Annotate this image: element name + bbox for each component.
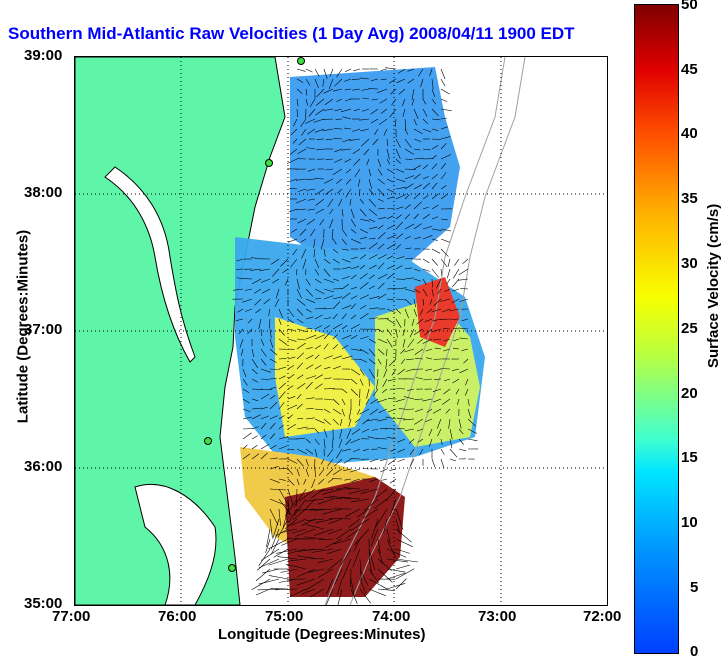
cbar-tick-15: 15 — [681, 449, 698, 466]
velocity-vector — [450, 449, 457, 457]
colorbar-label: Surface Velocity (cm/s) — [705, 204, 722, 368]
velocity-vector — [459, 449, 466, 451]
velocity-vector — [398, 459, 406, 462]
velocity-vector — [257, 559, 270, 570]
velocity-vector — [441, 79, 445, 86]
map-area[interactable] — [74, 56, 608, 606]
cbar-tick-35: 35 — [681, 190, 698, 207]
velocity-vector — [252, 445, 257, 449]
velocity-vector — [423, 259, 429, 263]
velocity-vector — [252, 436, 258, 439]
cbar-tick-45: 45 — [681, 61, 698, 78]
velocity-vector — [363, 469, 369, 470]
velocity-vector — [396, 579, 407, 590]
velocity-vector — [441, 239, 450, 242]
cbar-tick-5: 5 — [690, 579, 698, 596]
velocity-vector — [306, 69, 313, 72]
velocity-vector — [345, 69, 351, 72]
cbar-tick-30: 30 — [681, 255, 698, 272]
xtick-75: 75:00 — [265, 608, 303, 625]
velocity-vector — [441, 89, 450, 94]
velocity-vector — [269, 575, 288, 579]
station-marker — [205, 438, 212, 445]
velocity-vector — [261, 444, 269, 449]
velocity-vector — [389, 469, 396, 471]
xtick-76: 76:00 — [158, 608, 196, 625]
station-marker — [229, 565, 236, 572]
velocity-vector — [432, 249, 440, 253]
velocity-vector — [463, 259, 469, 264]
x-axis-label: Longitude (Degrees:Minutes) — [218, 626, 426, 643]
map-title: Southern Mid-Atlantic Raw Velocities (1 … — [8, 24, 575, 44]
colorbar — [634, 4, 679, 654]
velocity-vector — [396, 565, 410, 569]
velocity-vector — [388, 459, 396, 465]
velocity-vector — [447, 269, 450, 278]
cbar-tick-0: 0 — [690, 643, 698, 660]
y-axis-label: Latitude (Degrees:Minutes) — [15, 192, 32, 462]
velocity-vector — [259, 549, 270, 566]
velocity-vector — [261, 549, 279, 561]
velocity-vector — [390, 479, 396, 483]
velocity-vector — [381, 479, 387, 481]
xtick-77: 77:00 — [52, 608, 90, 625]
velocity-vector — [387, 583, 405, 589]
ytick-39: 39:00 — [24, 47, 62, 64]
velocity-vector — [353, 69, 360, 71]
velocity-vector — [243, 429, 253, 430]
xtick-74: 74:00 — [372, 608, 410, 625]
velocity-vector — [452, 279, 459, 287]
velocity-vector — [396, 569, 414, 579]
velocity-vector — [297, 69, 306, 71]
velocity-vector — [447, 279, 450, 284]
velocity-vector — [450, 459, 456, 461]
velocity-vector — [262, 569, 279, 573]
xtick-73: 73:00 — [478, 608, 516, 625]
cbar-tick-20: 20 — [681, 385, 698, 402]
velocity-vector — [387, 569, 406, 572]
station-marker — [266, 160, 273, 167]
velocity-vector — [453, 269, 459, 278]
velocity-vector — [378, 589, 395, 591]
velocity-vector — [468, 439, 477, 441]
velocity-vector — [454, 259, 459, 266]
xtick-72: 72:00 — [583, 608, 621, 625]
velocity-vector — [381, 69, 387, 70]
cbar-tick-10: 10 — [681, 514, 698, 531]
velocity-vector — [256, 569, 270, 581]
velocity-vector — [270, 588, 288, 589]
velocity-vector — [441, 269, 442, 276]
station-marker — [298, 58, 305, 65]
cbar-tick-40: 40 — [681, 125, 698, 142]
velocity-vector — [459, 269, 468, 275]
velocity-vector — [448, 259, 450, 267]
velocity-vector — [441, 449, 444, 455]
velocity-map — [75, 57, 607, 605]
velocity-vector — [441, 69, 445, 79]
velocity-vector — [460, 288, 468, 289]
velocity-vector — [441, 459, 444, 468]
velocity-vector — [441, 99, 447, 102]
velocity-zone-north — [290, 67, 460, 267]
cbar-tick-50: 50 — [681, 0, 698, 13]
velocity-vector — [387, 573, 405, 579]
velocity-vector — [252, 579, 270, 590]
velocity-vector — [243, 433, 252, 439]
velocity-vector — [274, 549, 288, 557]
velocity-vector — [369, 589, 386, 596]
velocity-vector — [432, 259, 438, 266]
cbar-tick-25: 25 — [681, 320, 698, 337]
velocity-vector — [432, 459, 435, 467]
